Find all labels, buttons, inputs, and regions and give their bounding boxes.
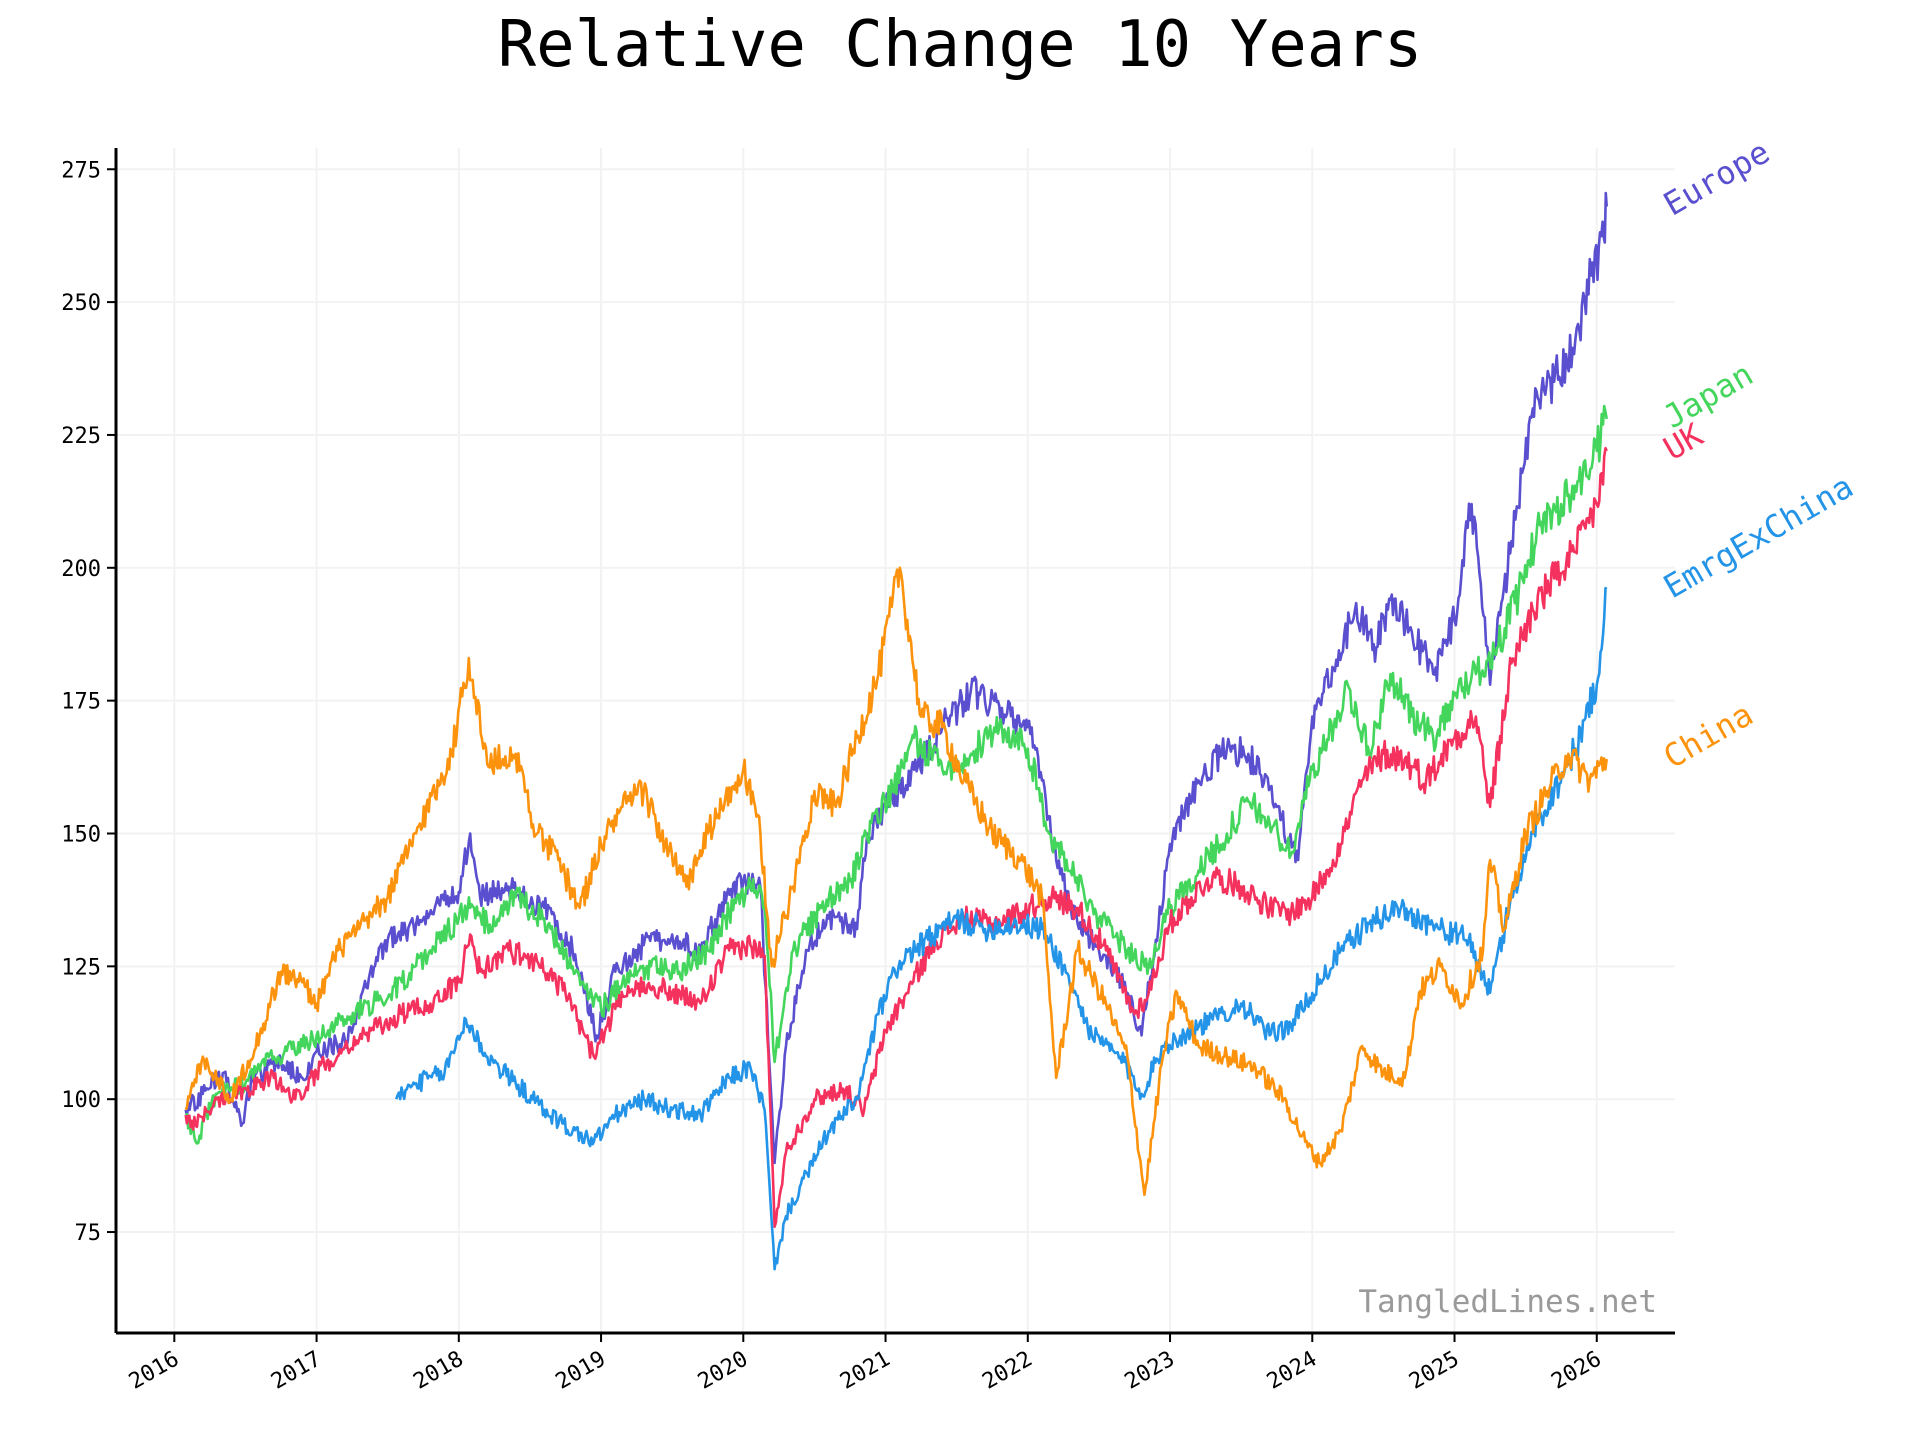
watermark: TangledLines.net	[1358, 1284, 1657, 1320]
ticks: 75 100 125 150 175 200 225 250 275 2016 2017 2018 20…	[61, 158, 1606, 1394]
y-tick-label: 175	[61, 690, 101, 715]
series-label-china: China	[1657, 695, 1759, 776]
series-label-emrgexchina: EmrgExChina	[1657, 467, 1860, 606]
series-line-china	[184, 566, 1608, 1197]
y-tick-label: 100	[61, 1088, 101, 1113]
y-tick-label: 150	[61, 822, 101, 847]
chart-title: Relative Change 10 Years	[497, 8, 1423, 82]
axes	[114, 148, 1675, 1335]
series-label-europe: Europe	[1657, 133, 1776, 224]
x-tick-label: 2021	[836, 1347, 894, 1395]
y-tick-label: 275	[61, 158, 101, 183]
series-lines	[184, 191, 1608, 1271]
series-line-uk	[184, 446, 1608, 1228]
series-line-emrgexchina	[394, 586, 1608, 1271]
x-tick-label: 2026	[1547, 1347, 1605, 1395]
y-tick-label: 75	[75, 1221, 102, 1246]
y-tick-label: 125	[61, 955, 101, 980]
x-tick-label: 2016	[125, 1347, 183, 1395]
y-tick-label: 225	[61, 424, 101, 449]
x-tick-label: 2022	[978, 1347, 1036, 1395]
x-tick-label: 2017	[267, 1347, 325, 1395]
series-label-japan: Japan	[1657, 355, 1759, 436]
x-tick-label: 2020	[694, 1347, 752, 1395]
grid	[116, 148, 1675, 1333]
y-tick-label: 250	[61, 291, 101, 316]
series-line-japan	[184, 404, 1608, 1145]
x-tick-label: 2024	[1263, 1347, 1321, 1395]
x-tick-label: 2019	[552, 1347, 610, 1395]
y-tick-label: 200	[61, 557, 101, 582]
series-label-uk: UK	[1657, 415, 1710, 468]
x-tick-label: 2023	[1121, 1347, 1179, 1395]
x-tick-label: 2018	[409, 1347, 467, 1395]
x-tick-label: 2025	[1405, 1347, 1463, 1395]
